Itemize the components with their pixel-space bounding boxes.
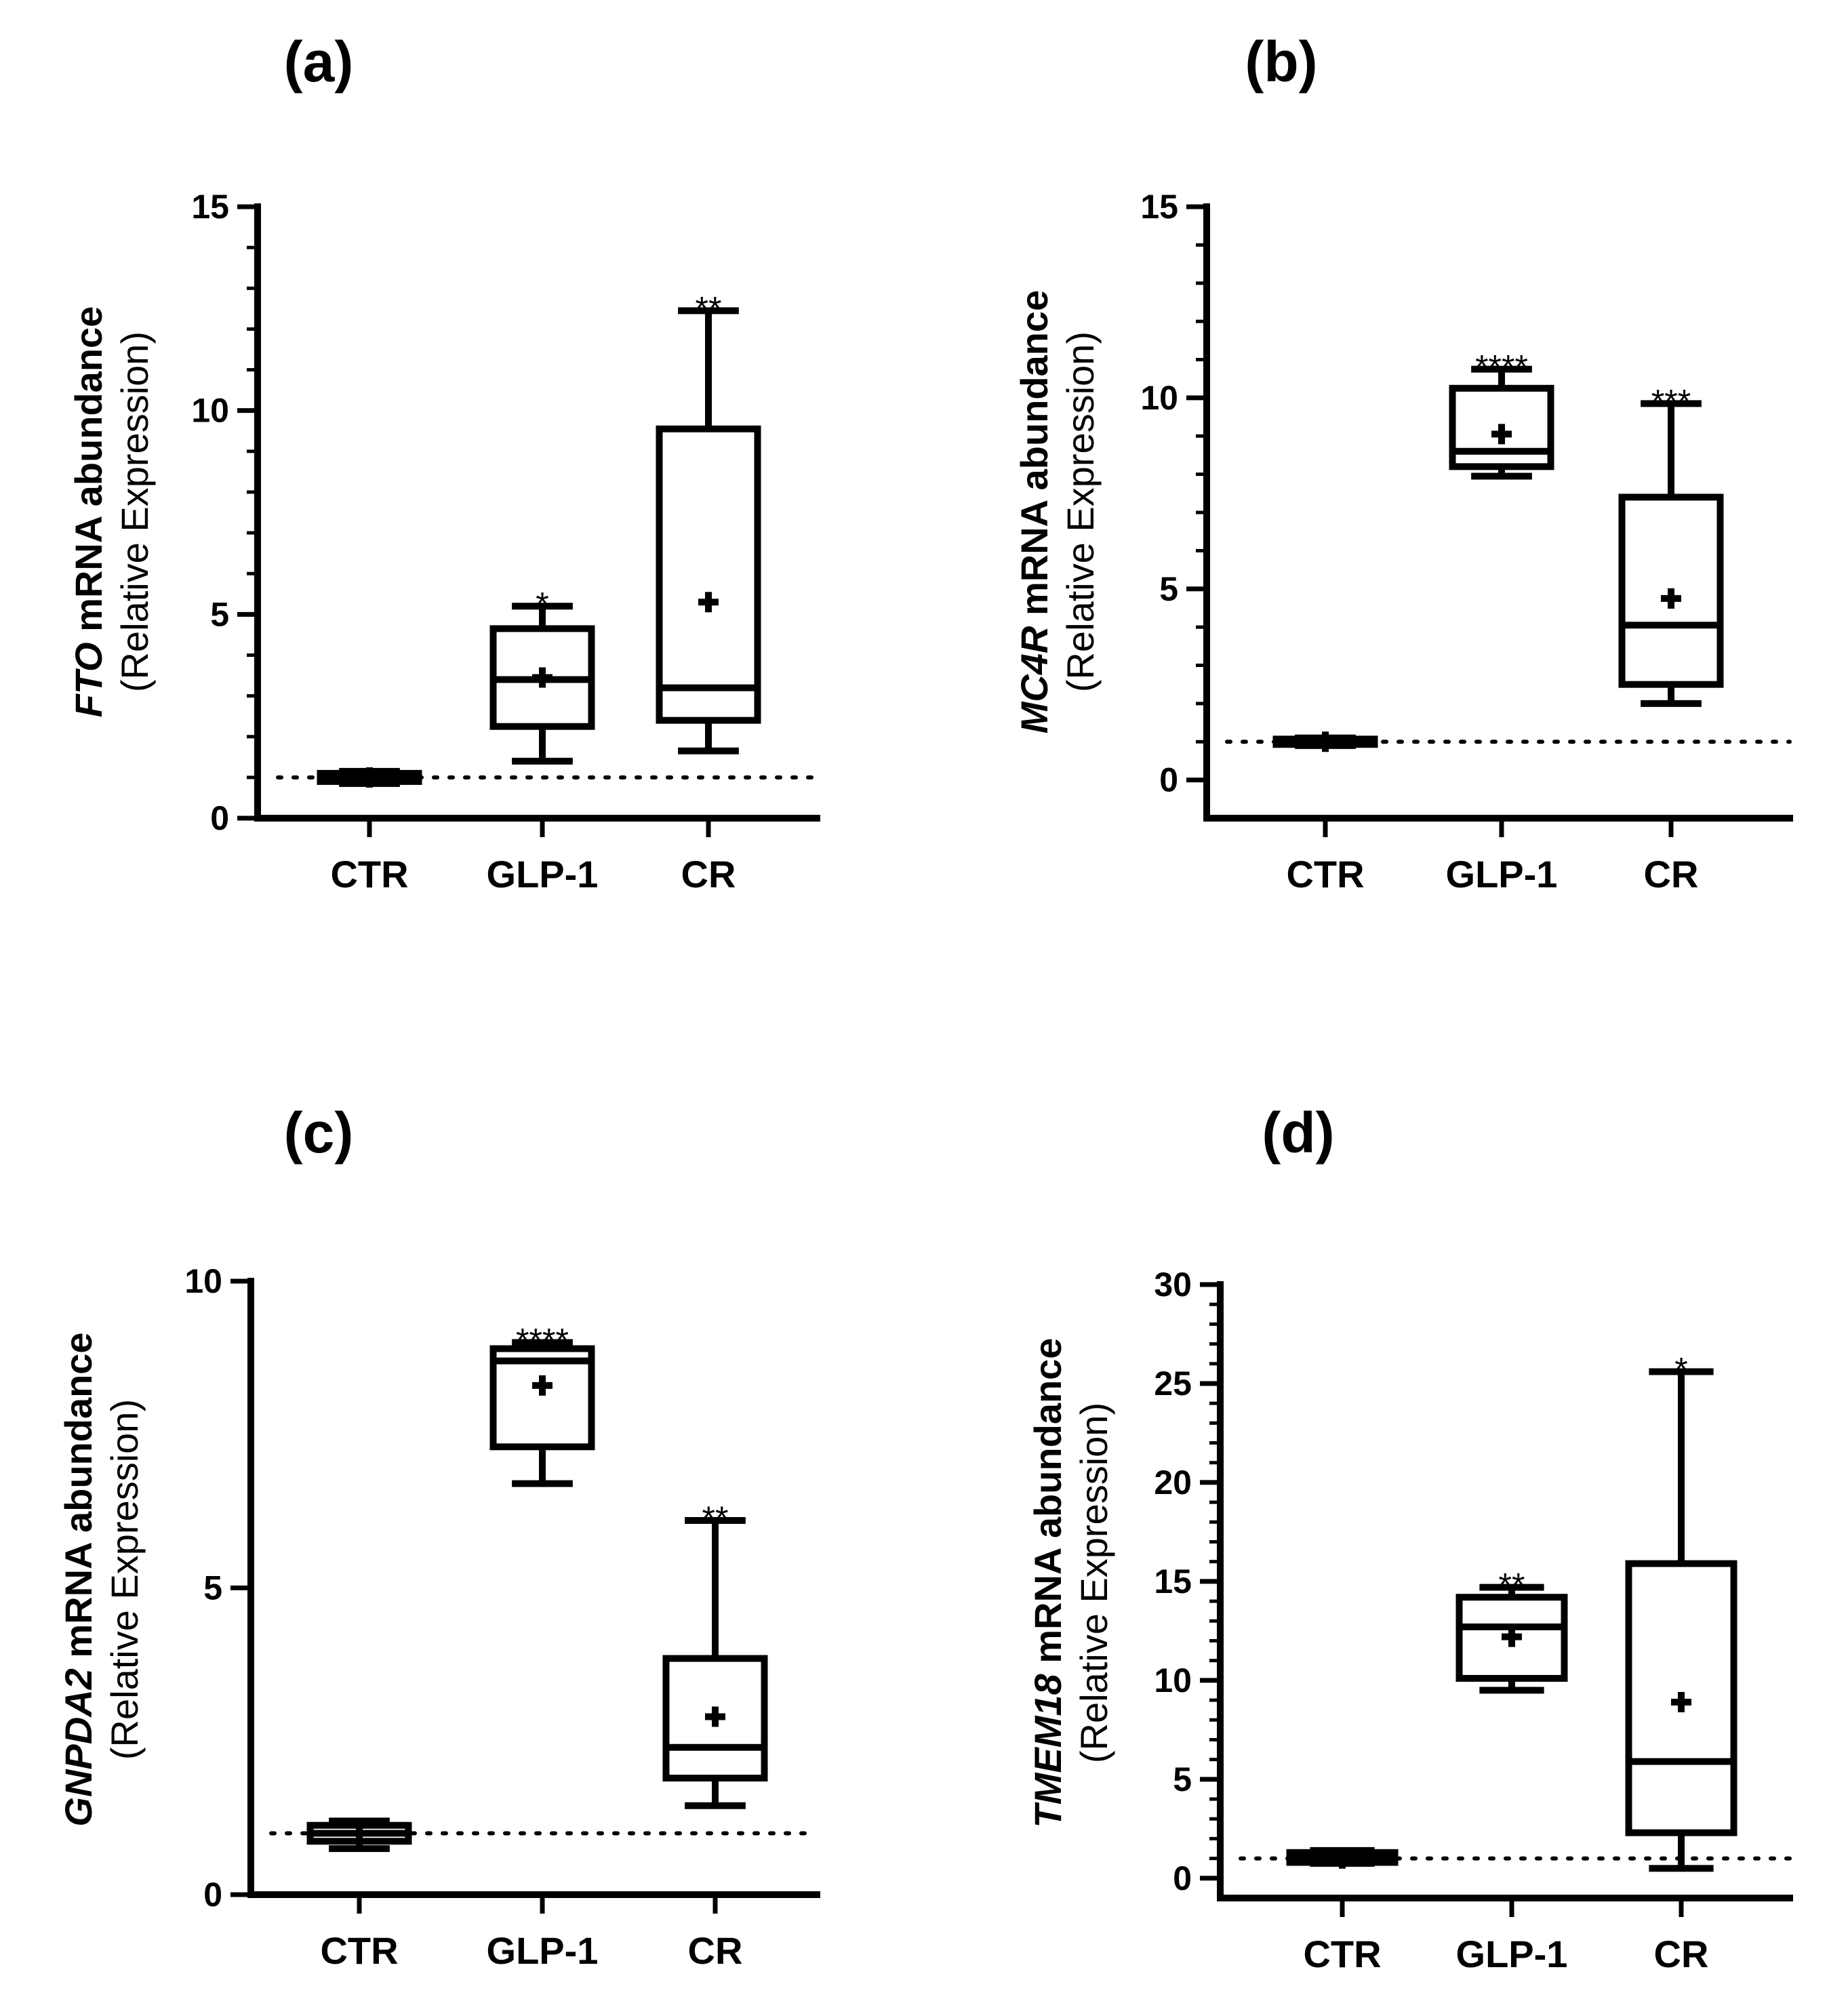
panel-label: (a) (284, 30, 354, 94)
significance-label: * (536, 585, 548, 623)
mean-marker (1315, 731, 1335, 752)
y-tick-label: 0 (1173, 1859, 1192, 1897)
x-tick-label: CTR (1286, 853, 1364, 895)
y-axis-label-main: mRNA abundance (67, 306, 110, 643)
gene-name: MC4R (1013, 626, 1056, 733)
y-axis-label-line1: TMEM18 mRNA abundance (1026, 1338, 1069, 1828)
box-iqr (1455, 1594, 1568, 1682)
box-ctr (317, 767, 422, 788)
y-tick-label: 30 (1154, 1266, 1192, 1304)
significance-label: **** (1475, 348, 1528, 386)
box-cr: ** (662, 1499, 768, 1809)
box-iqr (489, 1345, 595, 1451)
mean-marker (349, 1823, 369, 1844)
x-tick-label: CR (681, 853, 736, 895)
y-tick-label: 5 (203, 1569, 222, 1607)
y-tick-label: 10 (184, 1262, 222, 1300)
box-ctr (1272, 731, 1378, 752)
y-tick-label: 15 (1140, 188, 1178, 226)
y-axis-label-main: mRNA abundance (1026, 1338, 1069, 1674)
box-iqr (662, 1655, 768, 1782)
box-cr: * (1625, 1350, 1737, 1872)
x-tick-label: CR (688, 1929, 743, 1972)
y-tick-label: 0 (210, 799, 229, 837)
y-tick-label: 10 (191, 392, 229, 430)
mean-marker (1671, 1691, 1691, 1712)
box-ctr (1286, 1847, 1399, 1869)
x-tick-label: CR (1654, 1933, 1709, 1975)
y-axis-label-main: mRNA abundance (1013, 290, 1056, 626)
y-axis-label-main: mRNA abundance (57, 1332, 100, 1668)
box-glp1: * (489, 585, 595, 765)
gene-name: FTO (67, 642, 110, 717)
significance-label: **** (516, 1322, 569, 1360)
mean-marker (1661, 588, 1681, 609)
box-ctr (306, 1817, 412, 1853)
y-axis-label-line2: (Relative Expression) (1072, 1403, 1115, 1763)
y-tick-label: 15 (191, 188, 229, 226)
y-tick-label: 0 (1159, 761, 1178, 799)
y-axis-label-line1: GNPDA2 mRNA abundance (57, 1332, 100, 1826)
y-axis-label: TMEM18 mRNA abundance (Relative Expressio… (1026, 1338, 1115, 1828)
y-tick-label: 5 (1173, 1760, 1192, 1798)
y-axis-label: FTO mRNA abundance (Relative Expression) (67, 306, 156, 718)
y-tick-label: 5 (210, 595, 229, 633)
significance-label: *** (1651, 382, 1691, 420)
box-cr: *** (1618, 382, 1724, 707)
y-tick-label: 5 (1159, 570, 1178, 608)
mean-marker (1491, 424, 1512, 445)
mean-marker (359, 767, 380, 788)
y-axis-label-line1: MC4R mRNA abundance (1013, 290, 1056, 733)
y-axis-label-line1: FTO mRNA abundance (67, 306, 110, 718)
y-tick-label: 0 (203, 1876, 222, 1914)
panel-label: (d) (1262, 1101, 1334, 1165)
mean-marker (1332, 1848, 1352, 1869)
mean-marker (532, 667, 553, 688)
y-axis-label-line2: (Relative Expression) (113, 331, 156, 692)
panel-label: (b) (1245, 30, 1317, 94)
gene-name: GNPDA2 (57, 1668, 100, 1826)
x-tick-label: CTR (1303, 1933, 1381, 1975)
panel-label: (c) (284, 1101, 354, 1165)
y-axis-label: MC4R mRNA abundance (Relative Expression) (1013, 290, 1102, 733)
x-tick-label: GLP-1 (487, 853, 599, 895)
box-glp1: **** (489, 1322, 595, 1487)
y-tick-label: 15 (1154, 1562, 1192, 1600)
y-tick-label: 10 (1140, 379, 1178, 417)
box-iqr (1618, 493, 1724, 688)
box-iqr (656, 425, 761, 724)
significance-label: ** (702, 1499, 729, 1537)
x-tick-label: GLP-1 (1446, 853, 1558, 895)
significance-label: ** (696, 289, 722, 327)
box-glp1: **** (1449, 348, 1554, 480)
x-tick-label: CTR (330, 853, 408, 895)
y-tick-label: 20 (1154, 1464, 1192, 1501)
x-tick-label: GLP-1 (1456, 1933, 1568, 1975)
significance-label: ** (1499, 1567, 1525, 1605)
y-tick-label: 25 (1154, 1365, 1192, 1403)
y-tick-label: 10 (1154, 1661, 1192, 1699)
y-axis-label-line2: (Relative Expression) (103, 1399, 146, 1760)
y-axis-label-line2: (Relative Expression) (1059, 331, 1102, 692)
x-tick-label: CR (1644, 853, 1699, 895)
gene-name: TMEM18 (1026, 1673, 1069, 1828)
x-tick-label: CTR (320, 1929, 398, 1972)
y-axis-label: GNPDA2 mRNA abundance (Relative Expressio… (57, 1332, 146, 1826)
mean-marker (532, 1375, 553, 1396)
mean-marker (698, 592, 719, 613)
box-cr: ** (656, 289, 761, 754)
significance-label: * (1674, 1350, 1687, 1388)
x-tick-label: GLP-1 (487, 1929, 599, 1972)
mean-marker (705, 1706, 725, 1727)
mean-marker (1502, 1626, 1522, 1647)
box-glp1: ** (1455, 1567, 1568, 1694)
